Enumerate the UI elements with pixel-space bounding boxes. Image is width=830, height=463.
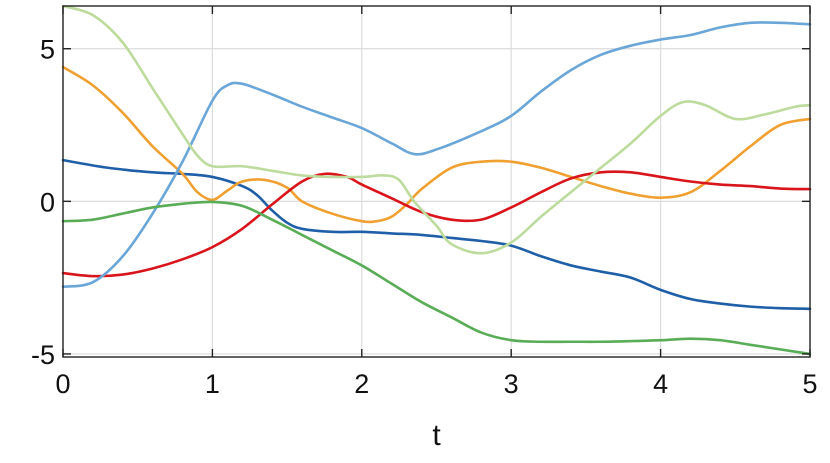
x-tick-label: 0 xyxy=(55,369,70,399)
x-tick-labels: 0 1 2 3 4 5 xyxy=(55,369,817,399)
series-line-5 xyxy=(61,200,812,356)
y-tick-labels: -5 0 5 xyxy=(31,35,55,370)
series-line-1 xyxy=(61,158,812,311)
series-line-4 xyxy=(61,21,812,289)
series-line-6 xyxy=(61,4,812,255)
plot-frame xyxy=(62,5,811,358)
series-layer xyxy=(61,4,812,356)
x-tick-label: 5 xyxy=(802,369,817,399)
x-axis-title: t xyxy=(432,419,441,452)
series-line-3 xyxy=(61,170,812,278)
x-tick-label: 3 xyxy=(504,369,519,399)
x-tick-label: 4 xyxy=(653,369,668,399)
x-tick-label: 1 xyxy=(205,369,220,399)
ticks xyxy=(62,6,811,357)
series-line-2 xyxy=(61,65,812,224)
y-tick-label: 0 xyxy=(40,187,55,217)
x-tick-label: 2 xyxy=(354,369,369,399)
y-tick-label: -5 xyxy=(31,340,55,370)
y-tick-label: 5 xyxy=(40,35,55,65)
